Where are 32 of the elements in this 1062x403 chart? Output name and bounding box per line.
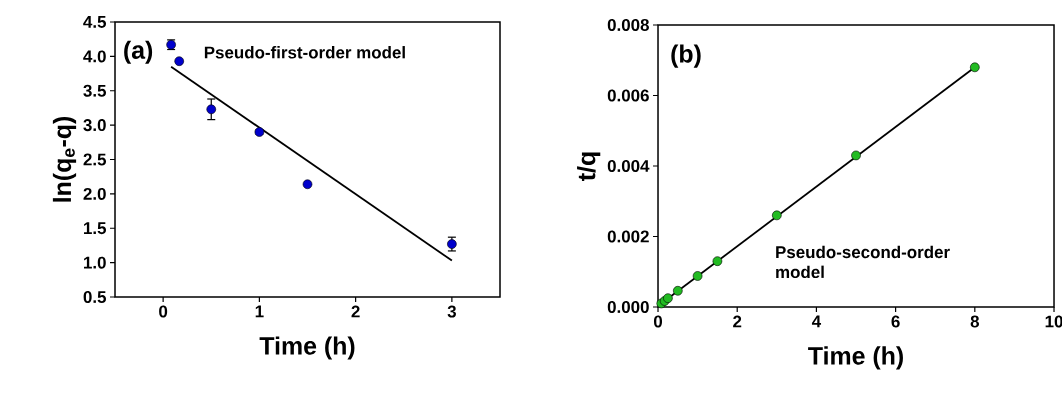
x-axis-title: Time (h): [259, 336, 355, 360]
x-tick-label: 10: [1045, 315, 1062, 328]
y-tick-label: 1.0: [84, 256, 106, 269]
x-tick-label: 2: [733, 315, 742, 328]
y-tick-label: 0.5: [83, 291, 107, 303]
x-tick-label: 3: [447, 305, 456, 318]
y-axis-title: t/q: [577, 152, 601, 181]
x-tick-label: 0: [653, 315, 663, 328]
y-tick-label: 2.0: [83, 187, 106, 200]
y-tick-label: 3.5: [83, 84, 107, 97]
x-tick-label: 2: [351, 305, 360, 318]
x-tick-label: 1: [255, 305, 264, 318]
y-tick-label: 0.008: [607, 19, 649, 31]
x-tick-label: 8: [970, 315, 980, 328]
x-axis-title: Time (h): [808, 346, 903, 370]
annotation: Pseudo-second-order model: [776, 245, 950, 279]
y-tick-label: 0.000: [607, 301, 649, 313]
x-tick-label: 6: [891, 315, 900, 328]
y-axis-title: ln(q$_{e}$-q): [52, 116, 77, 202]
y-tick-label: 2.5: [83, 153, 107, 166]
annotation: (b): [671, 44, 701, 68]
x-tick-label: 0: [159, 305, 168, 318]
annotation: Pseudo-first-order model: [204, 46, 405, 59]
y-tick-label: 3.0: [83, 119, 106, 132]
annotation: (a): [124, 40, 153, 64]
y-tick-label: 4.0: [83, 50, 106, 63]
y-tick-label: 1.5: [84, 222, 107, 235]
y-tick-label: 0.006: [607, 89, 649, 102]
y-tick-label: 4.5: [83, 16, 107, 28]
x-tick-label: 4: [811, 315, 822, 328]
y-tick-label: 0.004: [607, 160, 650, 172]
y-tick-label: 0.002: [607, 230, 649, 243]
